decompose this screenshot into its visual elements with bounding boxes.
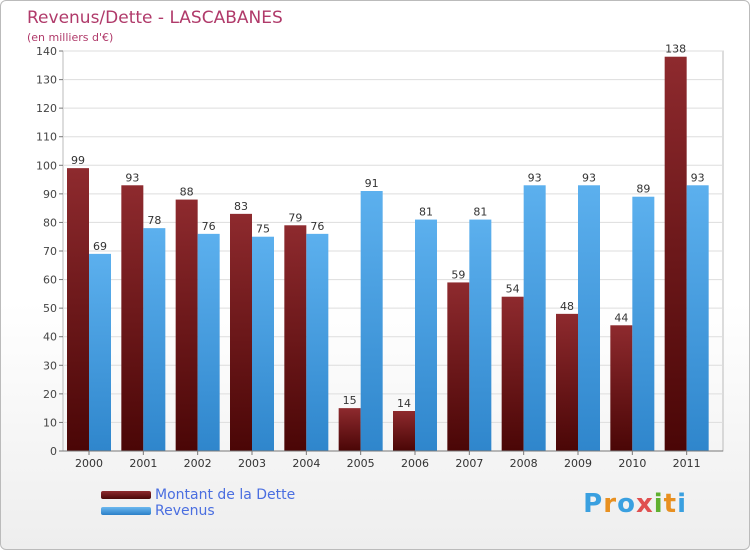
bar-revenus-2002 <box>197 233 220 451</box>
data-label: 83 <box>234 200 248 213</box>
data-label: 69 <box>93 240 107 253</box>
bar-dette-2010 <box>610 325 633 451</box>
bar-dette-2005 <box>338 408 361 451</box>
bar-revenus-2000 <box>89 253 111 451</box>
x-tick-label: 2004 <box>292 457 320 470</box>
data-label: 79 <box>288 211 302 224</box>
data-label: 91 <box>365 177 379 190</box>
chart-subtitle: (en milliers d'€) <box>27 31 113 44</box>
bar-dette-2006 <box>393 411 415 451</box>
bar-dette-2009 <box>556 313 578 451</box>
data-label: 54 <box>506 283 520 296</box>
y-tick-label: 10 <box>43 416 57 429</box>
x-tick-label: 2006 <box>401 457 429 470</box>
bar-dette-2000 <box>67 168 89 451</box>
x-tick-label: 2009 <box>564 457 592 470</box>
y-tick-label: 80 <box>43 216 57 229</box>
x-tick-label: 2007 <box>455 457 483 470</box>
bar-dette-2001 <box>121 185 144 452</box>
y-tick-label: 30 <box>43 359 57 372</box>
bar-revenus-2010 <box>632 196 655 451</box>
data-label: 93 <box>691 171 705 184</box>
y-tick-label: 110 <box>36 131 57 144</box>
x-tick-label: 2011 <box>673 457 701 470</box>
legend-item-dette: Montant de la Dette <box>101 487 295 503</box>
data-label: 44 <box>614 311 628 324</box>
x-tick-label: 2000 <box>75 457 103 470</box>
x-tick-label: 2002 <box>184 457 212 470</box>
bar-revenus-2007 <box>469 219 492 451</box>
bar-revenus-2001 <box>143 228 166 451</box>
data-label: 15 <box>343 394 357 407</box>
data-label: 14 <box>397 397 411 410</box>
x-tick-label: 2010 <box>618 457 646 470</box>
proxiti-logo: Proxiti <box>583 489 687 519</box>
legend-item-revenus: Revenus <box>101 503 295 519</box>
bar-revenus-2009 <box>578 185 600 452</box>
y-tick-label: 60 <box>43 274 57 287</box>
x-tick-label: 2003 <box>238 457 266 470</box>
data-label: 93 <box>582 171 596 184</box>
legend-swatch-revenus <box>101 507 151 515</box>
data-label: 75 <box>256 223 270 236</box>
bar-revenus-2003 <box>252 236 274 451</box>
bar-dette-2002 <box>175 199 198 451</box>
y-tick-label: 70 <box>43 245 57 258</box>
bar-dette-2003 <box>230 213 252 451</box>
bar-revenus-2006 <box>415 219 437 451</box>
data-label: 93 <box>125 171 139 184</box>
legend-swatch-dette <box>101 491 151 499</box>
y-tick-label: 0 <box>50 445 57 458</box>
legend-label-dette: Montant de la Dette <box>155 487 296 503</box>
chart-title: Revenus/Dette - LASCABANES <box>27 8 283 28</box>
bar-dette-2004 <box>284 225 307 451</box>
bar-dette-2007 <box>447 282 470 451</box>
bar-revenus-2011 <box>686 185 709 452</box>
data-label: 88 <box>180 186 194 199</box>
data-label: 48 <box>560 300 574 313</box>
bar-dette-2011 <box>664 56 687 451</box>
data-label: 138 <box>665 43 686 56</box>
data-label: 59 <box>451 268 465 281</box>
y-tick-label: 130 <box>36 74 57 87</box>
y-tick-label: 90 <box>43 188 57 201</box>
data-label: 76 <box>310 220 324 233</box>
x-tick-label: 2005 <box>347 457 375 470</box>
x-tick-label: 2001 <box>129 457 157 470</box>
y-tick-label: 100 <box>36 159 57 172</box>
y-tick-label: 40 <box>43 331 57 344</box>
data-label: 99 <box>71 154 85 167</box>
bar-revenus-2005 <box>360 191 383 451</box>
data-label: 93 <box>528 171 542 184</box>
data-label: 76 <box>202 220 216 233</box>
bar-revenus-2008 <box>523 185 546 452</box>
y-tick-label: 20 <box>43 388 57 401</box>
y-tick-label: 120 <box>36 102 57 115</box>
data-label: 81 <box>419 206 433 219</box>
bar-revenus-2004 <box>306 233 329 451</box>
x-tick-label: 2008 <box>510 457 538 470</box>
legend-label-revenus: Revenus <box>155 503 215 519</box>
legend: Montant de la Dette Revenus <box>101 487 295 519</box>
y-tick-label: 140 <box>36 45 57 58</box>
bar-dette-2008 <box>501 296 524 451</box>
data-label: 78 <box>147 214 161 227</box>
data-label: 81 <box>473 206 487 219</box>
y-tick-label: 50 <box>43 302 57 315</box>
data-label: 89 <box>636 183 650 196</box>
